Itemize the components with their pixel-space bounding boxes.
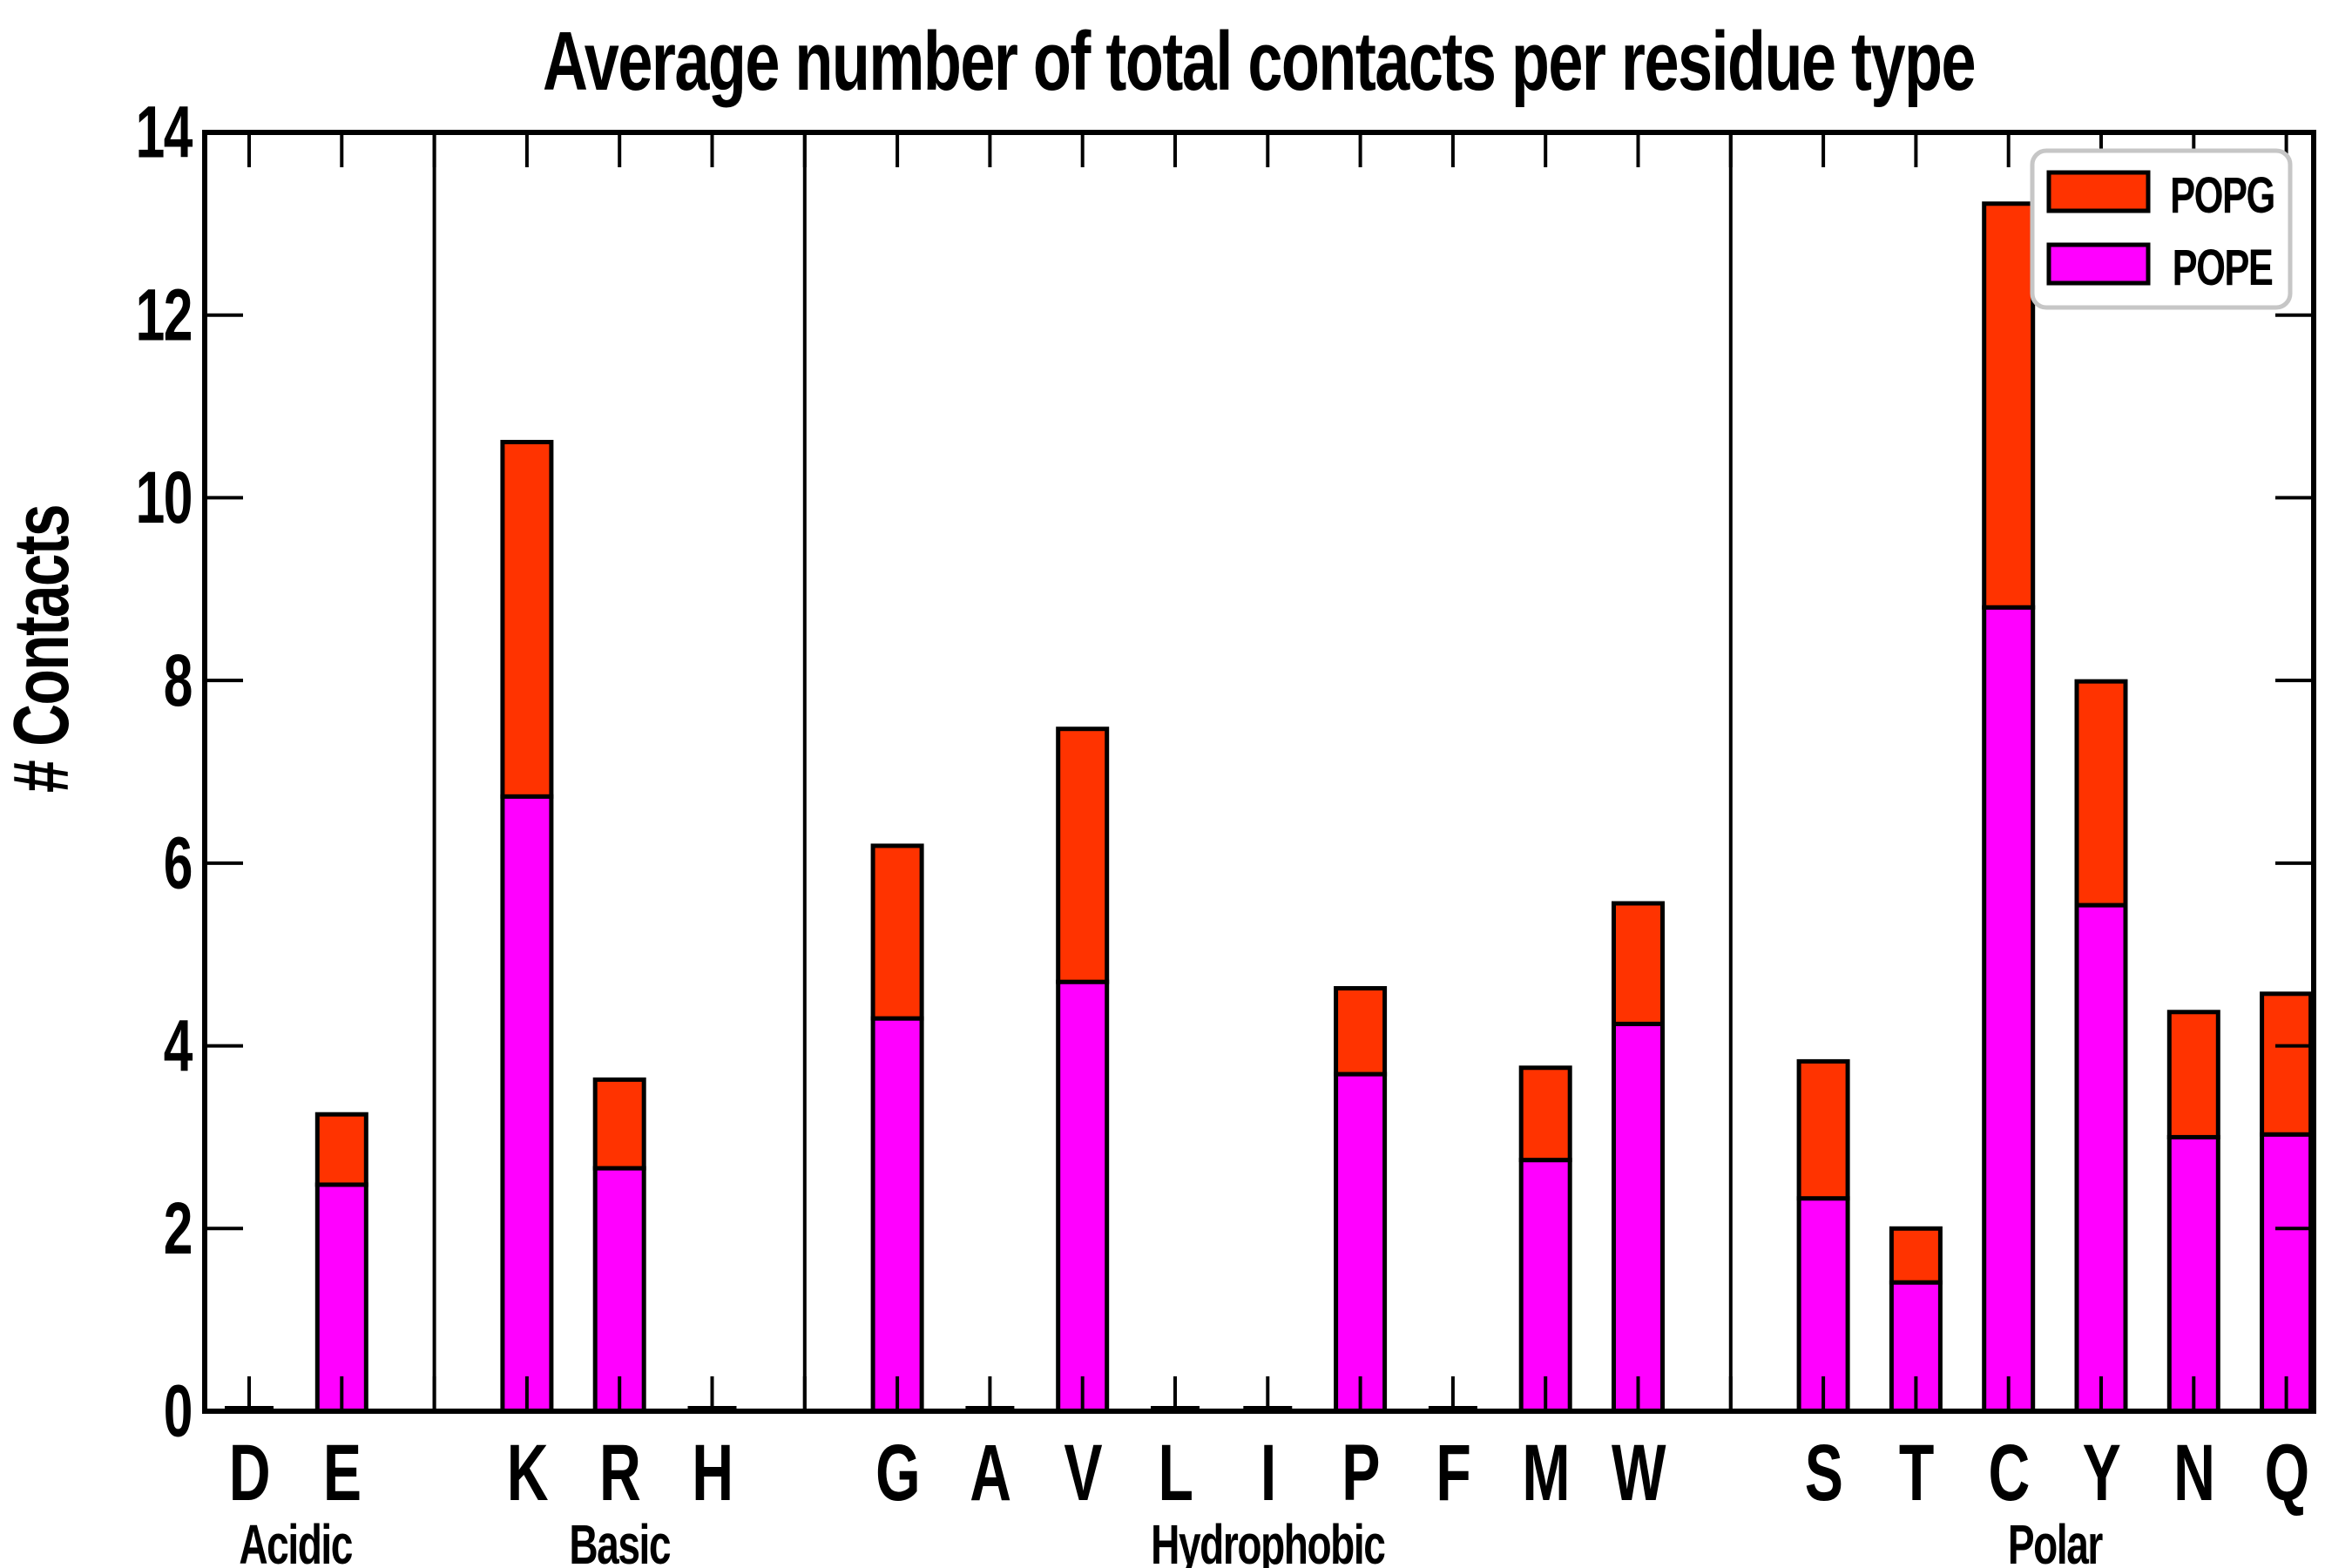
- x-label-E: E: [323, 1427, 361, 1517]
- x-label-K: K: [507, 1427, 549, 1517]
- y-tick-label-0: 0: [164, 1370, 192, 1452]
- y-tick-label-4: 4: [164, 1005, 193, 1087]
- group-label-acidic: Acidic: [239, 1514, 352, 1568]
- bar-R-popg: [592, 1077, 646, 1171]
- legend-label-popg: POPG: [2170, 167, 2274, 223]
- x-label-P: P: [1342, 1427, 1379, 1517]
- x-label-C: C: [1988, 1427, 2028, 1517]
- x-label-S: S: [1805, 1427, 1842, 1517]
- legend-label-pope: POPE: [2173, 240, 2273, 295]
- bar-P-popg: [1334, 986, 1388, 1077]
- legend-swatch-popg: [2046, 170, 2151, 213]
- bar-S-popg: [1796, 1058, 1850, 1201]
- bar-N-popg: [2166, 1010, 2220, 1139]
- bar-P-pope: [1334, 1071, 1388, 1414]
- y-tick-label-6: 6: [164, 822, 192, 904]
- x-label-F: F: [1436, 1427, 1470, 1517]
- y-tick-label-14: 14: [136, 91, 193, 173]
- x-label-A: A: [970, 1427, 1010, 1517]
- bar-T-popg: [1889, 1226, 1943, 1285]
- bar-G-popg: [870, 843, 924, 1021]
- bar-Q-popg: [2260, 991, 2314, 1137]
- x-label-T: T: [1899, 1427, 1934, 1517]
- x-label-R: R: [599, 1427, 640, 1517]
- bar-V-popg: [1056, 727, 1110, 984]
- legend: POPG POPE: [2030, 148, 2293, 310]
- bar-Y-popg: [2074, 679, 2128, 908]
- axis-ticks: [205, 132, 2314, 1411]
- group-label-hydrophobic: Hydrophobic: [1151, 1514, 1385, 1568]
- x-label-D: D: [229, 1427, 269, 1517]
- bar-W-popg: [1612, 901, 1665, 1026]
- bar-N-pope: [2166, 1134, 2220, 1414]
- bar-Y-pope: [2074, 902, 2128, 1414]
- x-label-I: I: [1260, 1427, 1275, 1517]
- bar-C-pope: [1982, 605, 2036, 1414]
- bar-E-popg: [314, 1112, 368, 1187]
- y-tick-label-10: 10: [136, 456, 192, 538]
- y-tick-label-2: 2: [164, 1187, 192, 1269]
- bar-M-popg: [1518, 1065, 1572, 1163]
- group-label-basic: Basic: [569, 1514, 670, 1568]
- bar-R-pope: [592, 1166, 646, 1414]
- bar-Q-pope: [2260, 1132, 2314, 1414]
- bar-K-popg: [500, 439, 554, 799]
- bar-K-pope: [500, 794, 554, 1414]
- x-label-L: L: [1158, 1427, 1192, 1517]
- y-tick-label-8: 8: [164, 639, 192, 721]
- stacked-bars: [225, 201, 2314, 1414]
- legend-swatch-pope: [2046, 242, 2151, 286]
- x-label-N: N: [2173, 1427, 2213, 1517]
- axes-frame: [202, 130, 2316, 1414]
- axis-tick-labels: 0 2 4 6 8 10 12 14 D E K R H G A V L I P F M W S T C Y N Q Acidic Bas…: [136, 91, 2309, 1568]
- group-separator-lines: [432, 132, 1733, 1411]
- x-label-W: W: [1612, 1427, 1666, 1517]
- bar-G-pope: [870, 1016, 924, 1414]
- plot-frame: [202, 130, 2316, 1414]
- bar-W-pope: [1612, 1021, 1665, 1414]
- x-label-Q: Q: [2265, 1427, 2308, 1517]
- x-label-H: H: [692, 1427, 732, 1517]
- group-label-polar: Polar: [2008, 1514, 2103, 1568]
- bar-V-pope: [1056, 979, 1110, 1414]
- y-tick-label-12: 12: [136, 274, 192, 356]
- y-axis-label: # Contacts: [0, 505, 84, 793]
- x-label-Y: Y: [2083, 1427, 2121, 1517]
- x-label-V: V: [1064, 1427, 1102, 1517]
- x-label-M: M: [1522, 1427, 1569, 1517]
- x-label-G: G: [875, 1427, 919, 1517]
- chart-title: Average number of total contacts per res…: [543, 14, 1975, 107]
- bar-M-pope: [1518, 1158, 1572, 1414]
- bar-E-pope: [314, 1182, 368, 1414]
- bar-C-popg: [1982, 201, 2036, 610]
